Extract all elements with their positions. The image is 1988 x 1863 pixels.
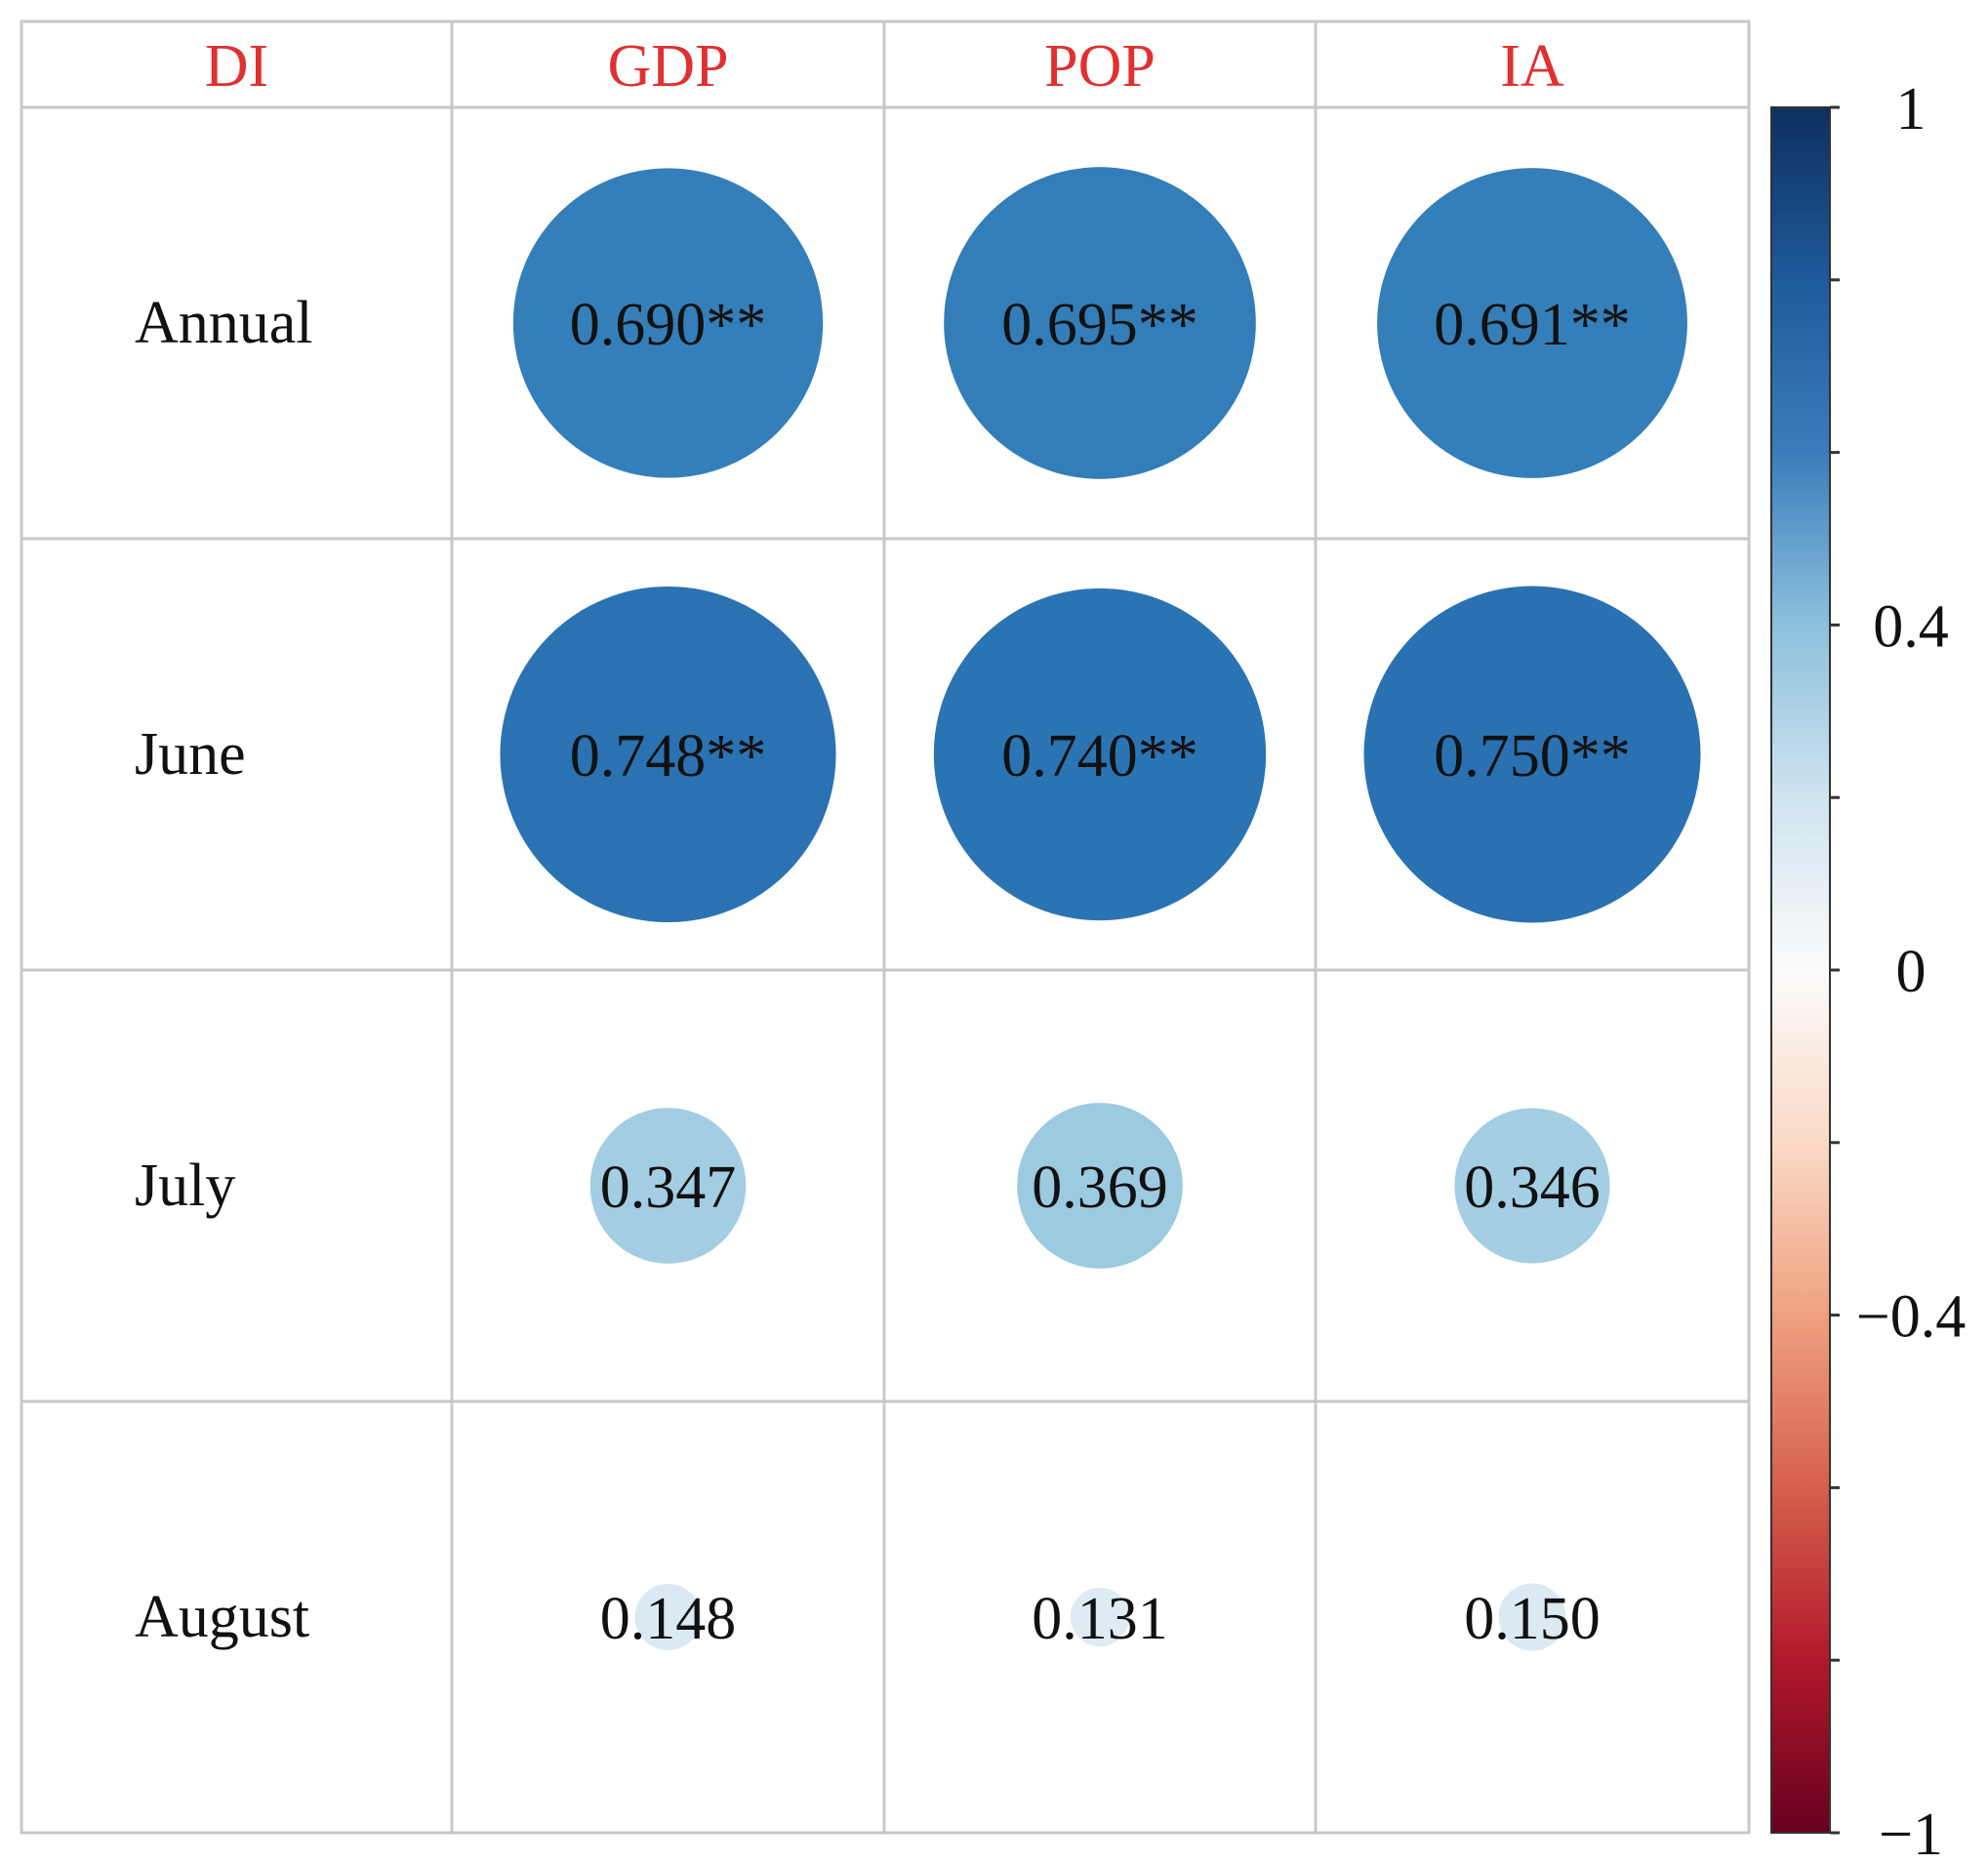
value-label-annual-gdp: 0.690** xyxy=(570,292,767,358)
correlation-circle-june-gdp xyxy=(500,586,836,923)
correlation-circle-annual-gdp xyxy=(512,168,824,478)
correlation-circle-june-ia xyxy=(1363,586,1701,923)
value-label-august-pop: 0.131 xyxy=(1032,1586,1168,1652)
value-label-annual-pop: 0.695** xyxy=(1001,292,1198,358)
colorbar-tick-label: 1 xyxy=(1896,76,1927,142)
correlation-circle-annual-ia xyxy=(1377,168,1687,478)
value-label-july-gdp: 0.347 xyxy=(600,1154,737,1221)
value-label-june-pop: 0.740** xyxy=(1001,723,1198,790)
row-label-august: August xyxy=(135,1584,309,1650)
grid xyxy=(20,20,1751,1835)
row-label-june: June xyxy=(135,721,246,788)
correlation-circle-annual-pop xyxy=(944,167,1256,479)
colorbar-gradient xyxy=(1770,106,1831,1834)
colorbar-tick-label: 0.4 xyxy=(1873,593,1949,660)
column-header-pop: POP xyxy=(1044,33,1156,100)
value-label-august-gdp: 0.148 xyxy=(600,1586,737,1652)
value-label-annual-ia: 0.691** xyxy=(1434,292,1631,358)
value-label-july-pop: 0.369 xyxy=(1032,1154,1168,1221)
row-label-july: July xyxy=(135,1153,235,1219)
correlation-circle-august-gdp xyxy=(634,1583,702,1651)
corner-label: DI xyxy=(205,33,268,100)
column-header-gdp: GDP xyxy=(607,33,728,100)
correlation-circle-july-pop xyxy=(1017,1103,1183,1269)
value-label-june-ia: 0.750** xyxy=(1434,723,1631,790)
correlation-circle-august-ia xyxy=(1498,1583,1566,1651)
correlation-circle-july-ia xyxy=(1454,1108,1610,1264)
colorbar-tick-label: −0.4 xyxy=(1856,1284,1966,1351)
colorbar: 1 0.4 0 −0.4 −1 xyxy=(1770,76,1966,1863)
value-label-august-ia: 0.150 xyxy=(1464,1586,1601,1652)
correlation-circle-june-pop xyxy=(933,587,1267,921)
column-header-ia: IA xyxy=(1500,33,1564,100)
row-label-annual: Annual xyxy=(135,290,313,356)
value-label-june-gdp: 0.748** xyxy=(570,723,767,790)
correlation-circle-august-pop xyxy=(1070,1587,1130,1647)
colorbar-tick-label: 0 xyxy=(1896,939,1927,1005)
correlation-circle-july-gdp xyxy=(589,1108,747,1264)
cells: DI GDP POP IA Annual 0.690** 0.695** 0.691** Jun… xyxy=(135,33,1701,1652)
colorbar-tick-label: −1 xyxy=(1879,1802,1943,1863)
value-label-july-ia: 0.346 xyxy=(1464,1154,1601,1221)
